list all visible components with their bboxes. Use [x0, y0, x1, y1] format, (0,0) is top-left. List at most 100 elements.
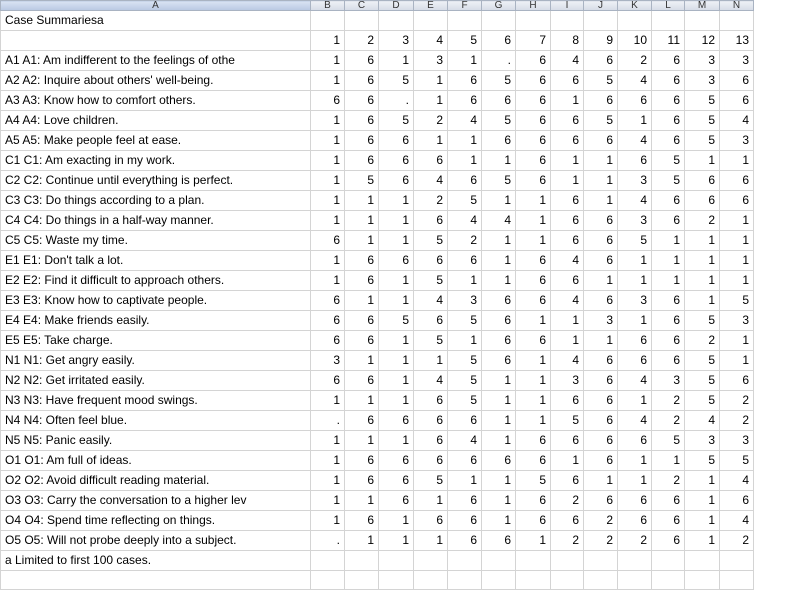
value-cell[interactable]: 2: [617, 50, 652, 71]
value-cell[interactable]: 1: [310, 430, 345, 451]
value-cell[interactable]: 1: [344, 430, 379, 451]
value-cell[interactable]: 1: [413, 490, 448, 511]
value-cell[interactable]: 6: [550, 470, 584, 491]
value-cell[interactable]: .: [310, 530, 345, 551]
value-cell[interactable]: 6: [617, 510, 652, 531]
empty-cell[interactable]: [0, 570, 311, 590]
value-cell[interactable]: 2: [447, 230, 482, 251]
value-cell[interactable]: 1: [481, 190, 516, 211]
value-cell[interactable]: 5: [447, 190, 482, 211]
value-cell[interactable]: 5: [413, 270, 448, 291]
empty-cell[interactable]: [550, 550, 584, 571]
column-header-a[interactable]: A: [0, 0, 311, 11]
value-cell[interactable]: 3: [413, 50, 448, 71]
value-cell[interactable]: 1: [684, 490, 720, 511]
value-cell[interactable]: 5: [447, 310, 482, 331]
value-cell[interactable]: 6: [719, 170, 754, 191]
value-cell[interactable]: 6: [651, 330, 685, 351]
case-number-header[interactable]: 4: [413, 30, 448, 51]
value-cell[interactable]: 6: [583, 390, 618, 411]
value-cell[interactable]: 1: [684, 290, 720, 311]
value-cell[interactable]: 4: [550, 350, 584, 371]
case-number-header[interactable]: 2: [344, 30, 379, 51]
value-cell[interactable]: 1: [344, 190, 379, 211]
empty-cell[interactable]: [515, 550, 551, 571]
value-cell[interactable]: 1: [378, 270, 414, 291]
empty-cell[interactable]: [583, 550, 618, 571]
empty-cell[interactable]: [583, 570, 618, 590]
item-label-cell[interactable]: E2 E2: Find it difficult to approach oth…: [0, 270, 311, 291]
value-cell[interactable]: 1: [550, 310, 584, 331]
case-number-header[interactable]: 3: [378, 30, 414, 51]
value-cell[interactable]: 5: [378, 70, 414, 91]
value-cell[interactable]: 1: [481, 250, 516, 271]
value-cell[interactable]: 6: [481, 90, 516, 111]
value-cell[interactable]: 6: [515, 150, 551, 171]
value-cell[interactable]: 6: [413, 450, 448, 471]
value-cell[interactable]: 1: [378, 210, 414, 231]
value-cell[interactable]: 6: [617, 350, 652, 371]
empty-cell[interactable]: [719, 570, 754, 590]
value-cell[interactable]: 6: [550, 70, 584, 91]
value-cell[interactable]: 1: [684, 250, 720, 271]
value-cell[interactable]: 1: [684, 510, 720, 531]
value-cell[interactable]: 6: [344, 90, 379, 111]
value-cell[interactable]: 1: [344, 210, 379, 231]
value-cell[interactable]: 1: [413, 90, 448, 111]
value-cell[interactable]: 6: [413, 430, 448, 451]
value-cell[interactable]: 6: [550, 130, 584, 151]
value-cell[interactable]: 6: [481, 330, 516, 351]
item-label-cell[interactable]: A4 A4: Love children.: [0, 110, 311, 131]
item-label-cell[interactable]: C2 C2: Continue until everything is perf…: [0, 170, 311, 191]
value-cell[interactable]: 1: [719, 330, 754, 351]
value-cell[interactable]: 6: [719, 70, 754, 91]
value-cell[interactable]: 4: [617, 410, 652, 431]
value-cell[interactable]: 4: [550, 290, 584, 311]
value-cell[interactable]: 3: [719, 50, 754, 71]
value-cell[interactable]: 1: [378, 350, 414, 371]
value-cell[interactable]: 6: [378, 410, 414, 431]
empty-cell[interactable]: [0, 30, 311, 51]
item-label-cell[interactable]: C5 C5: Waste my time.: [0, 230, 311, 251]
empty-cell[interactable]: [310, 10, 345, 31]
value-cell[interactable]: 1: [617, 110, 652, 131]
empty-cell[interactable]: [344, 550, 379, 571]
value-cell[interactable]: 4: [550, 250, 584, 271]
value-cell[interactable]: 6: [550, 430, 584, 451]
value-cell[interactable]: .: [378, 90, 414, 111]
value-cell[interactable]: 3: [651, 370, 685, 391]
value-cell[interactable]: 5: [447, 390, 482, 411]
value-cell[interactable]: 6: [481, 310, 516, 331]
value-cell[interactable]: 1: [515, 310, 551, 331]
value-cell[interactable]: 6: [583, 450, 618, 471]
value-cell[interactable]: 5: [583, 70, 618, 91]
value-cell[interactable]: 1: [515, 410, 551, 431]
value-cell[interactable]: 2: [719, 390, 754, 411]
value-cell[interactable]: 5: [413, 470, 448, 491]
value-cell[interactable]: 1: [684, 270, 720, 291]
value-cell[interactable]: 1: [617, 250, 652, 271]
value-cell[interactable]: 4: [447, 430, 482, 451]
value-cell[interactable]: 1: [310, 470, 345, 491]
value-cell[interactable]: 6: [481, 290, 516, 311]
value-cell[interactable]: 1: [378, 530, 414, 551]
item-label-cell[interactable]: O3 O3: Carry the conversation to a highe…: [0, 490, 311, 511]
value-cell[interactable]: 1: [310, 510, 345, 531]
case-number-header[interactable]: 5: [447, 30, 482, 51]
empty-cell[interactable]: [617, 570, 652, 590]
value-cell[interactable]: 3: [617, 210, 652, 231]
value-cell[interactable]: 6: [481, 530, 516, 551]
value-cell[interactable]: 1: [481, 150, 516, 171]
value-cell[interactable]: 2: [719, 410, 754, 431]
value-cell[interactable]: 6: [344, 310, 379, 331]
case-number-header[interactable]: 7: [515, 30, 551, 51]
value-cell[interactable]: 2: [684, 330, 720, 351]
value-cell[interactable]: 6: [583, 410, 618, 431]
value-cell[interactable]: 6: [344, 270, 379, 291]
value-cell[interactable]: 6: [583, 250, 618, 271]
value-cell[interactable]: 1: [378, 370, 414, 391]
value-cell[interactable]: 1: [413, 70, 448, 91]
value-cell[interactable]: 6: [481, 350, 516, 371]
value-cell[interactable]: 6: [344, 150, 379, 171]
value-cell[interactable]: 4: [617, 370, 652, 391]
